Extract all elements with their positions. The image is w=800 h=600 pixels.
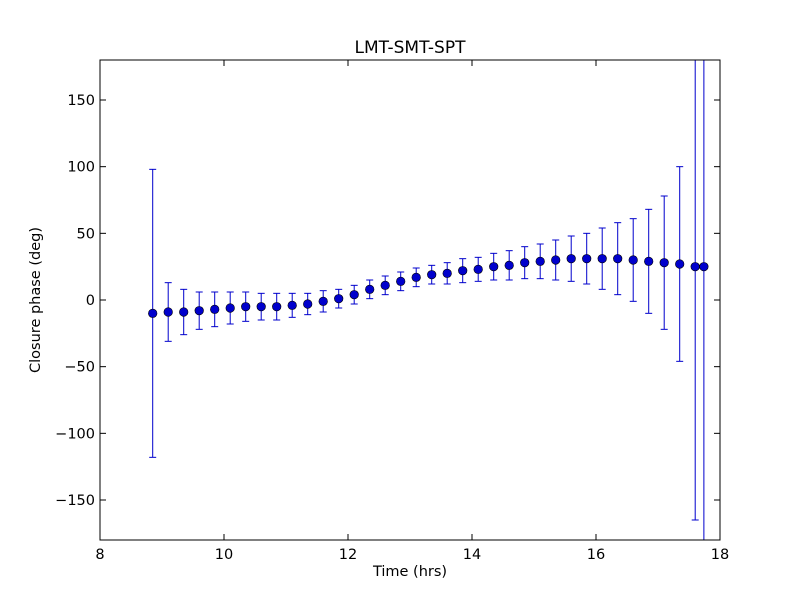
data-point bbox=[473, 264, 483, 274]
y-tick-label: −50 bbox=[64, 360, 95, 376]
y-tick-label: 50 bbox=[77, 226, 95, 242]
x-axis-label: Time (hrs) bbox=[372, 564, 447, 580]
plot-frame bbox=[99, 59, 721, 541]
y-tick-label: −150 bbox=[55, 493, 95, 509]
data-point bbox=[582, 254, 592, 264]
data-point bbox=[427, 270, 437, 280]
y-axis-ticks: −150 −100 −50 0 50 100 150 bbox=[55, 93, 720, 509]
data-point bbox=[365, 284, 375, 294]
data-point bbox=[225, 303, 235, 313]
data-point bbox=[411, 272, 421, 282]
x-tick-label: 8 bbox=[95, 547, 104, 563]
x-tick-label: 12 bbox=[339, 547, 357, 563]
data-point bbox=[210, 304, 220, 314]
data-point bbox=[303, 299, 313, 309]
data-point bbox=[194, 306, 204, 316]
x-tick-label: 14 bbox=[463, 547, 481, 563]
y-tick-label: 100 bbox=[67, 160, 95, 176]
data-point bbox=[659, 258, 669, 268]
data-point bbox=[148, 308, 158, 318]
y-axis-label: Closure phase (deg) bbox=[28, 227, 44, 373]
data-point bbox=[241, 302, 251, 312]
x-axis-ticks: 8 10 12 14 16 18 bbox=[95, 60, 729, 563]
data-point bbox=[489, 262, 499, 272]
data-point bbox=[396, 276, 406, 286]
y-tick-label: −100 bbox=[55, 426, 95, 442]
data-point bbox=[380, 280, 390, 290]
data-point bbox=[597, 254, 607, 264]
data-point bbox=[163, 307, 173, 317]
x-tick-label: 10 bbox=[215, 547, 233, 563]
chart-title: LMT-SMT-SPT bbox=[355, 38, 467, 58]
plot-area bbox=[100, 60, 720, 540]
data-point bbox=[566, 254, 576, 264]
data-point bbox=[644, 256, 654, 266]
data-point bbox=[458, 266, 468, 276]
data-point bbox=[179, 307, 189, 317]
data-point bbox=[699, 262, 709, 272]
data-markers bbox=[148, 254, 709, 318]
data-point bbox=[520, 258, 530, 268]
data-point bbox=[628, 255, 638, 265]
data-point bbox=[349, 290, 359, 300]
data-point bbox=[334, 294, 344, 304]
data-point bbox=[690, 262, 700, 272]
y-tick-label: 150 bbox=[67, 93, 95, 109]
data-point bbox=[551, 255, 561, 265]
data-point bbox=[504, 260, 514, 270]
x-tick-label: 16 bbox=[587, 547, 605, 563]
data-point bbox=[256, 302, 266, 312]
data-point bbox=[442, 268, 452, 278]
data-point bbox=[613, 254, 623, 264]
x-tick-label: 18 bbox=[711, 547, 729, 563]
data-point bbox=[272, 302, 282, 312]
data-point bbox=[287, 300, 297, 310]
data-point bbox=[318, 296, 328, 306]
y-tick-label: 0 bbox=[86, 293, 95, 309]
data-point bbox=[535, 256, 545, 266]
data-point bbox=[675, 259, 685, 269]
